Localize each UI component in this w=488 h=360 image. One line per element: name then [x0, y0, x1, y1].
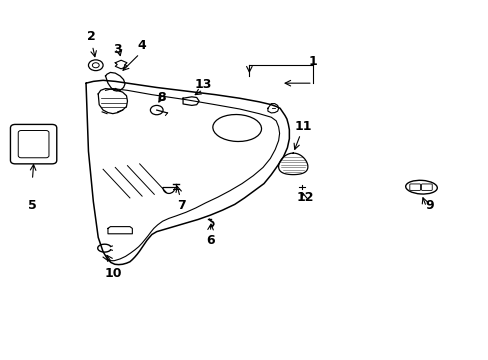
Text: 5: 5 — [28, 199, 37, 212]
Text: 6: 6 — [205, 234, 214, 247]
Text: 4: 4 — [138, 39, 146, 52]
Text: 1: 1 — [308, 55, 317, 68]
Text: 2: 2 — [86, 30, 95, 43]
Text: 11: 11 — [294, 120, 311, 133]
Text: 12: 12 — [296, 192, 314, 204]
Text: 7: 7 — [176, 199, 185, 212]
Text: 3: 3 — [113, 42, 122, 55]
Text: 13: 13 — [194, 78, 211, 91]
Text: 9: 9 — [425, 199, 433, 212]
Text: 10: 10 — [104, 267, 122, 280]
Text: 8: 8 — [157, 91, 165, 104]
